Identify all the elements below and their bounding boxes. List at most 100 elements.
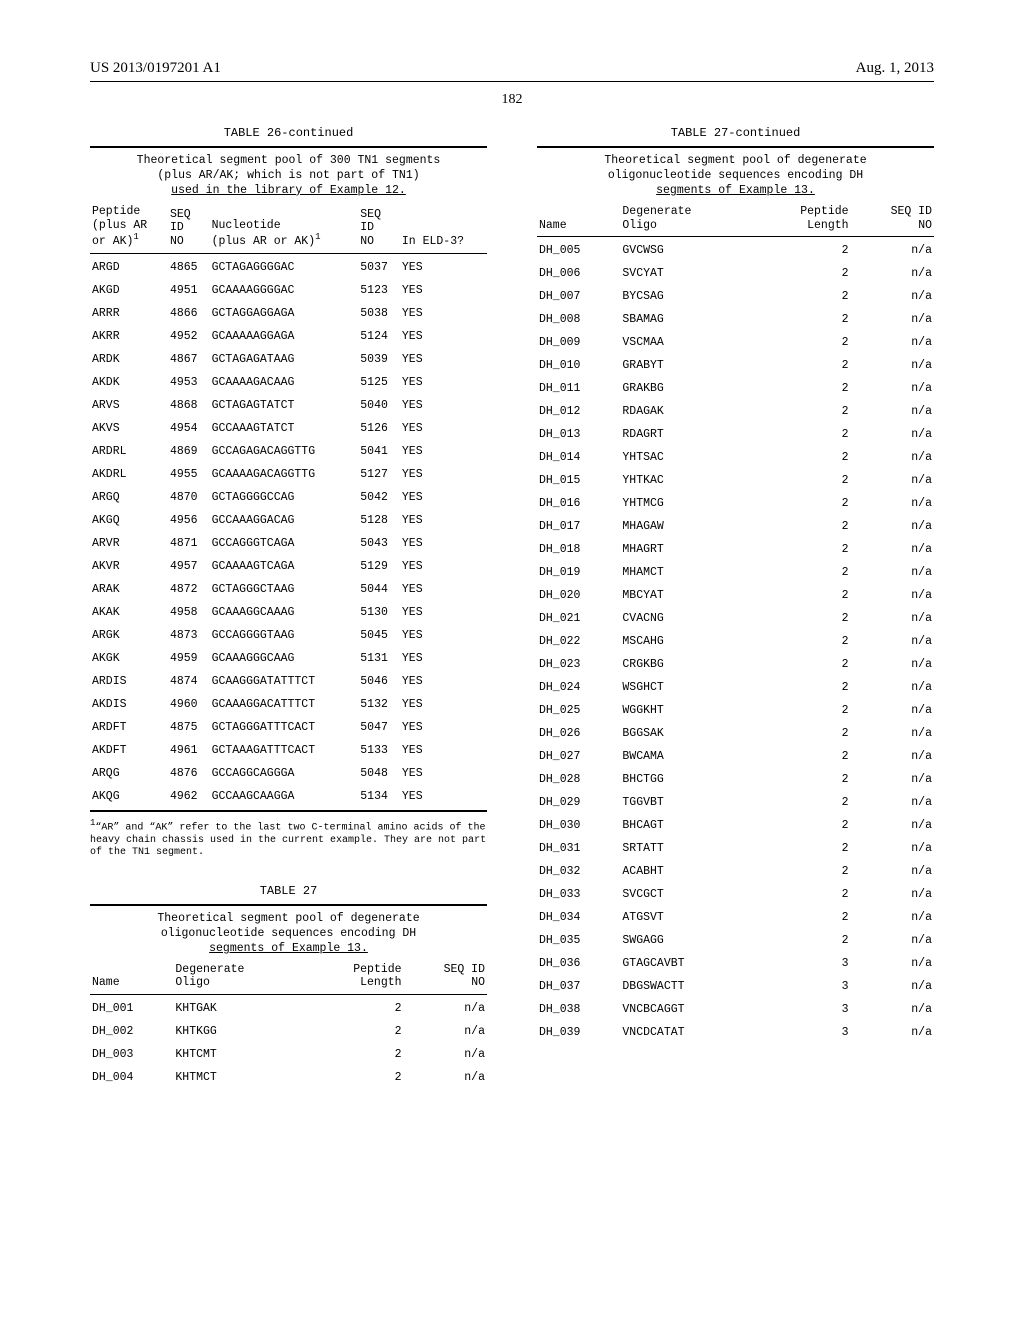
table-row: ARVR4871GCCAGGGTCAGA5043YES: [90, 532, 487, 555]
cell-oligo: MHAGAW: [620, 515, 754, 538]
cell-nuc: GCTAGGGCTAAG: [210, 578, 359, 601]
cell-name: DH_030: [537, 814, 620, 837]
cell-len: 2: [754, 607, 850, 630]
cell-oligo: WSGHCT: [620, 676, 754, 699]
cell-seq2: 5133: [358, 739, 400, 762]
table-row: DH_032ACABHT2n/a: [537, 860, 934, 883]
cell-seq: n/a: [851, 1021, 934, 1044]
table27-caption-l2: oligonucleotide sequences encoding DH: [161, 927, 416, 940]
cell-seq2: 5123: [358, 279, 400, 302]
table-row: DH_026BGGSAK2n/a: [537, 722, 934, 745]
table-row: AKDIS4960GCAAAGGACATTTCT5132YES: [90, 693, 487, 716]
cell-peptide: AKGQ: [90, 509, 168, 532]
cell-peptide: ARDIS: [90, 670, 168, 693]
cell-oligo: GRABYT: [620, 354, 754, 377]
cell-seq2: 5047: [358, 716, 400, 739]
cell-nuc: GCAAAAGGGGAC: [210, 279, 359, 302]
t26-h-eld: In ELD-3?: [400, 203, 487, 251]
cell-seq2: 5037: [358, 256, 400, 279]
cell-seq: n/a: [851, 354, 934, 377]
cell-len: 3: [754, 975, 850, 998]
publication-date: Aug. 1, 2013: [856, 60, 934, 77]
cell-nuc: GCCAAGCAAGGA: [210, 785, 359, 808]
t26-h-nuc: Nucleotide (plus AR or AK)1: [210, 203, 359, 251]
cell-seq1: 4875: [168, 716, 210, 739]
cell-seq1: 4957: [168, 555, 210, 578]
cell-nuc: GCAAAAGTCAGA: [210, 555, 359, 578]
left-column: TABLE 26-continued Theoretical segment p…: [90, 122, 487, 1089]
cell-len: 2: [754, 676, 850, 699]
cell-eld: YES: [400, 509, 487, 532]
cell-name: DH_011: [537, 377, 620, 400]
cell-seq2: 5134: [358, 785, 400, 808]
cell-seq1: 4962: [168, 785, 210, 808]
table-row: ARAK4872GCTAGGGCTAAG5044YES: [90, 578, 487, 601]
table27cont-caption-l3: segments of Example 13.: [656, 184, 815, 197]
cell-name: DH_026: [537, 722, 620, 745]
cell-len: 2: [754, 400, 850, 423]
table-row: AKGQ4956GCCAAAGGACAG5128YES: [90, 509, 487, 532]
table27-rule-top: [90, 904, 487, 906]
cell-seq: n/a: [851, 883, 934, 906]
cell-nuc: GCCAGAGACAGGTTG: [210, 440, 359, 463]
table-row: DH_037DBGSWACTT3n/a: [537, 975, 934, 998]
cell-seq: n/a: [851, 607, 934, 630]
cell-seq1: 4961: [168, 739, 210, 762]
t26-h-peptide: Peptide (plus AR or AK)1: [90, 203, 168, 251]
table-row: DH_012RDAGAK2n/a: [537, 400, 934, 423]
table-row: DH_036GTAGCAVBT3n/a: [537, 952, 934, 975]
table-row: ARGK4873GCCAGGGGTAAG5045YES: [90, 624, 487, 647]
cell-eld: YES: [400, 486, 487, 509]
cell-nuc: GCCAAAGGACAG: [210, 509, 359, 532]
cell-oligo: SRTATT: [620, 837, 754, 860]
table-row: ARGD4865GCTAGAGGGGAC5037YES: [90, 256, 487, 279]
cell-seq2: 5130: [358, 601, 400, 624]
cell-name: DH_014: [537, 446, 620, 469]
page-number: 182: [90, 92, 934, 108]
cell-eld: YES: [400, 348, 487, 371]
cell-oligo: GTAGCAVBT: [620, 952, 754, 975]
t27-h-oligo: Degenerate Oligo: [173, 961, 307, 993]
table27-caption: Theoretical segment pool of degenerate o…: [90, 908, 487, 961]
cell-len: 2: [754, 699, 850, 722]
cell-len: 2: [307, 1066, 403, 1089]
cell-peptide: ARDFT: [90, 716, 168, 739]
cell-seq: n/a: [851, 998, 934, 1021]
cell-seq1: 4876: [168, 762, 210, 785]
cell-seq1: 4959: [168, 647, 210, 670]
cell-name: DH_019: [537, 561, 620, 584]
cell-seq2: 5124: [358, 325, 400, 348]
table26-caption-l1: Theoretical segment pool of 300 TN1 segm…: [137, 154, 441, 167]
table-row: DH_021CVACNG2n/a: [537, 607, 934, 630]
cell-name: DH_022: [537, 630, 620, 653]
cell-eld: YES: [400, 463, 487, 486]
cell-oligo: BWCAMA: [620, 745, 754, 768]
cell-len: 2: [754, 722, 850, 745]
cell-eld: YES: [400, 279, 487, 302]
cell-eld: YES: [400, 394, 487, 417]
table27cont-caption-l1: Theoretical segment pool of degenerate: [604, 154, 866, 167]
cell-seq: n/a: [851, 630, 934, 653]
cell-name: DH_020: [537, 584, 620, 607]
t27c-h-seq: SEQ ID NO: [851, 203, 934, 235]
cell-seq: n/a: [851, 400, 934, 423]
cell-len: 2: [307, 997, 403, 1020]
cell-seq1: 4955: [168, 463, 210, 486]
cell-oligo: SVCYAT: [620, 262, 754, 285]
cell-nuc: GCTAGGGGCCAG: [210, 486, 359, 509]
cell-len: 2: [754, 768, 850, 791]
cell-len: 3: [754, 952, 850, 975]
cell-seq2: 5129: [358, 555, 400, 578]
cell-seq1: 4954: [168, 417, 210, 440]
cell-oligo: YHTMCG: [620, 492, 754, 515]
table27-caption-l1: Theoretical segment pool of degenerate: [157, 912, 419, 925]
table-row: DH_005GVCWSG2n/a: [537, 239, 934, 262]
cell-peptide: AKDK: [90, 371, 168, 394]
cell-seq: n/a: [851, 929, 934, 952]
cell-oligo: CVACNG: [620, 607, 754, 630]
table26-rule-top: [90, 146, 487, 148]
cell-name: DH_025: [537, 699, 620, 722]
cell-name: DH_024: [537, 676, 620, 699]
cell-eld: YES: [400, 578, 487, 601]
cell-seq1: 4871: [168, 532, 210, 555]
